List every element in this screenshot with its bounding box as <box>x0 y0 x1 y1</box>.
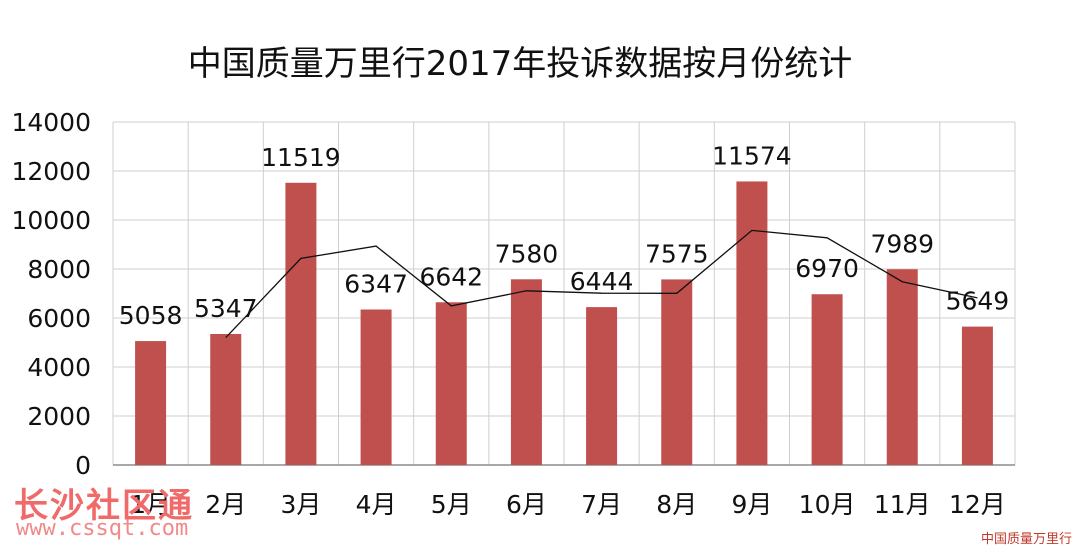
y-tick-label: 8000 <box>27 255 91 284</box>
trend-line <box>225 229 978 339</box>
data-label: 7575 <box>645 239 709 268</box>
x-tick-label: 9月 <box>731 490 772 519</box>
x-tick-label: 11月 <box>874 490 931 519</box>
x-tick-label: 4月 <box>356 490 397 519</box>
data-label: 6444 <box>570 267 634 296</box>
gridlines <box>112 121 1016 466</box>
bar <box>661 279 693 465</box>
x-tick-label: 7月 <box>581 490 622 519</box>
x-tick-label: 8月 <box>656 490 697 519</box>
x-tick-label: 12月 <box>949 490 1006 519</box>
x-tick-label: 5月 <box>431 490 472 519</box>
data-label: 11574 <box>712 141 792 170</box>
y-tick-label: 12000 <box>11 157 91 186</box>
watermark-url: www.cssqt.com <box>16 516 189 541</box>
x-tick-label: 10月 <box>799 490 856 519</box>
bar <box>811 294 843 465</box>
x-tick-label: 3月 <box>280 490 321 519</box>
chart-title: 中国质量万里行2017年投诉数据按月份统计 <box>188 44 853 84</box>
bar <box>435 302 467 465</box>
bar <box>886 269 918 465</box>
data-label: 5347 <box>194 294 258 323</box>
y-tick-label: 6000 <box>27 304 91 333</box>
y-tick-label: 4000 <box>27 353 91 382</box>
bar <box>510 279 542 465</box>
x-tick-label: 6月 <box>506 490 547 519</box>
y-tick-label: 0 <box>75 451 91 480</box>
data-label: 5058 <box>119 301 183 330</box>
watermark-name: 长沙社区通 <box>14 486 194 526</box>
y-tick-label: 14000 <box>11 108 91 137</box>
data-label: 6970 <box>795 254 859 283</box>
y-tick-label: 2000 <box>27 402 91 431</box>
brand-logo: 中国质量万里行 <box>980 532 1072 547</box>
bar <box>210 333 242 465</box>
data-labels: 5058 5347 11519 6347 6642 7580 6444 7575 11574 69… <box>119 141 1009 330</box>
x-tick-label: 2月 <box>205 490 246 519</box>
trend-line-group <box>225 229 978 339</box>
x-tick-label: 1月 <box>130 490 171 519</box>
bar <box>736 181 768 465</box>
bar <box>135 341 167 465</box>
bar <box>360 309 392 465</box>
data-label: 7989 <box>870 229 934 258</box>
y-tick-label: 10000 <box>11 206 91 235</box>
x-axis: 1月 2月 3月 4月 5月 6月 7月 8月 9月 10月 11月 12月 <box>130 490 1006 519</box>
bars <box>135 181 993 466</box>
data-label: 11519 <box>261 143 341 172</box>
bar <box>586 307 618 465</box>
bar <box>285 182 317 466</box>
bar <box>961 326 993 465</box>
y-axis: 0 2000 4000 6000 8000 10000 12000 14000 <box>11 108 91 480</box>
data-label: 5649 <box>946 287 1010 316</box>
data-label: 7580 <box>495 239 559 268</box>
data-label: 6642 <box>419 262 483 291</box>
data-label: 6347 <box>344 269 408 298</box>
